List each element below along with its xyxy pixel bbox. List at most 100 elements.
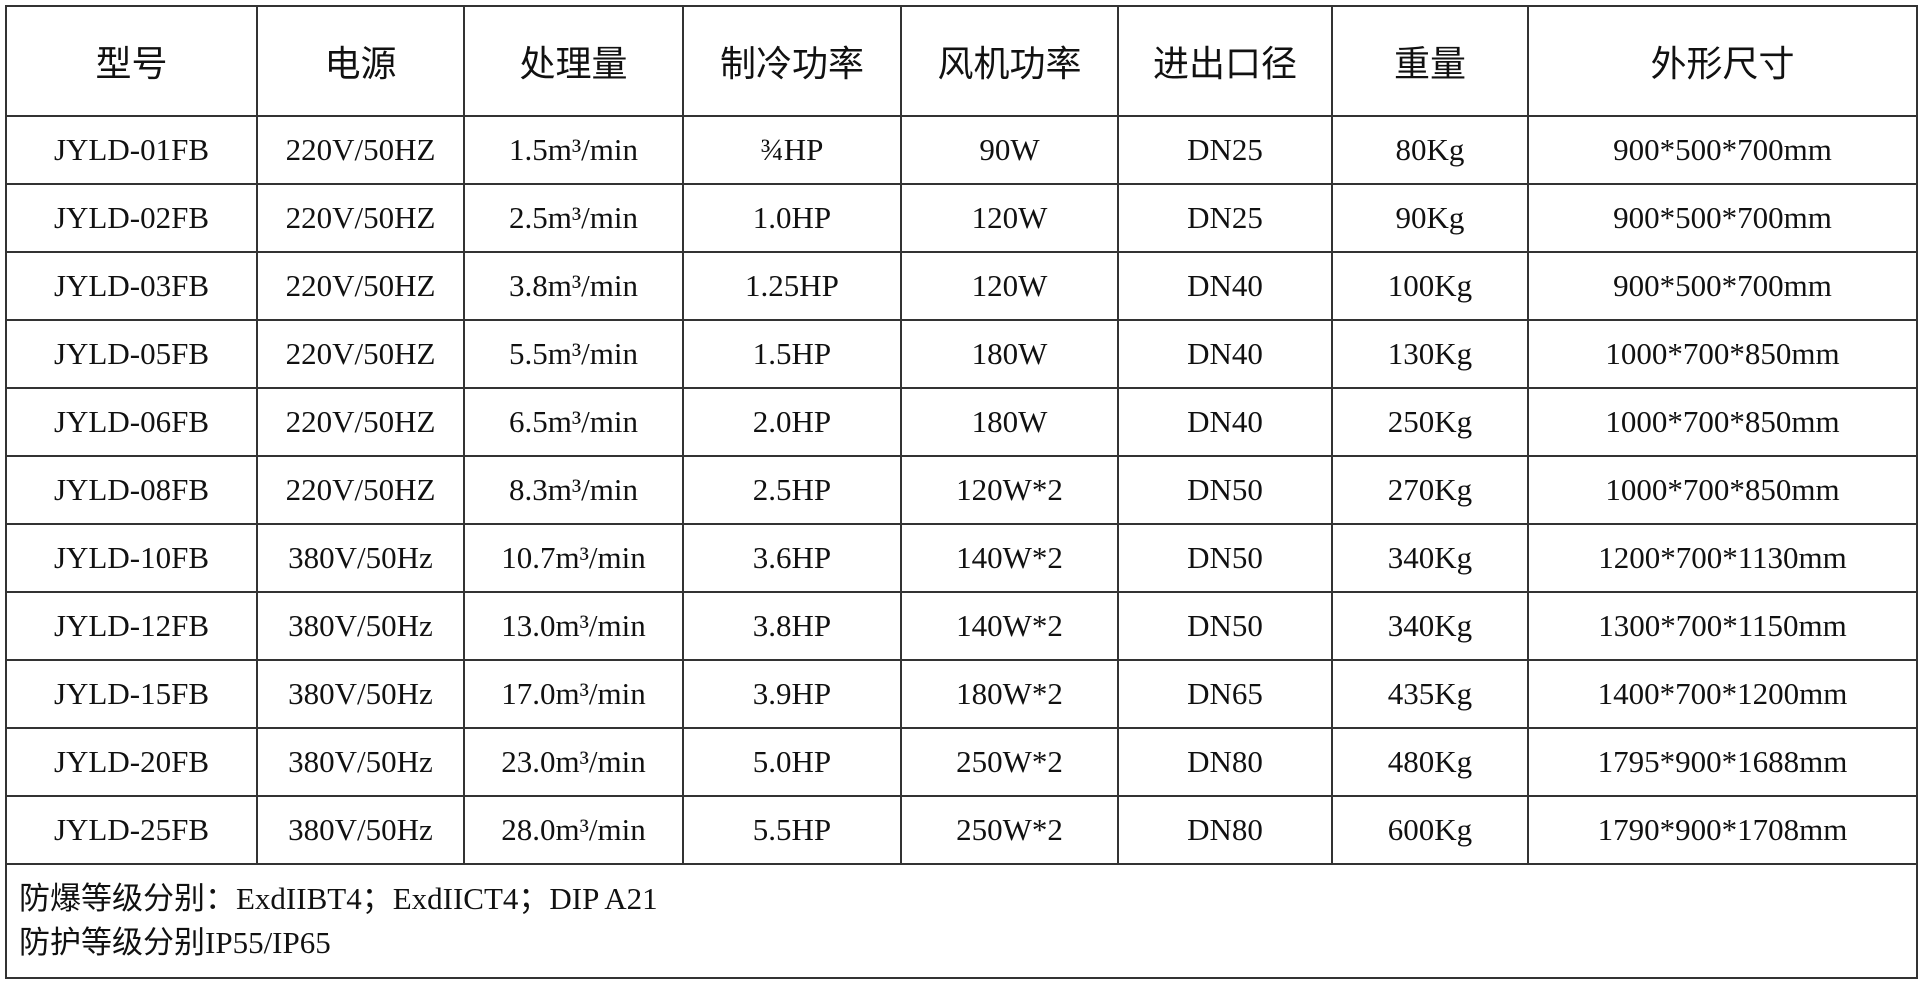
cell-model: JYLD-08FB: [5, 455, 258, 525]
table-row: JYLD-05FB 220V/50HZ 5.5m³/min 1.5HP 180W DN40…: [5, 319, 1918, 389]
cell-fan-power: 180W: [900, 387, 1119, 457]
table-row: JYLD-03FB 220V/50HZ 3.8m³/min 1.25HP 120W DN4…: [5, 251, 1918, 321]
cell-power-supply: 380V/50Hz: [256, 523, 465, 593]
cell-fan-power: 90W: [900, 115, 1119, 185]
cell-dimensions: 1000*700*850mm: [1527, 387, 1918, 457]
note-line: 防爆等级分别：ExdIIBT4；ExdIICT4；DIP A21: [19, 881, 658, 916]
cell-model: JYLD-05FB: [5, 319, 258, 389]
cell-power-supply: 220V/50HZ: [256, 387, 465, 457]
cell-dimensions: 900*500*700mm: [1527, 183, 1918, 253]
cell-weight: 90Kg: [1331, 183, 1529, 253]
cell-weight: 340Kg: [1331, 591, 1529, 661]
cell-port-diameter: DN50: [1117, 523, 1333, 593]
cell-capacity: 23.0m³/min: [463, 727, 684, 797]
header-fan-power: 风机功率: [900, 5, 1119, 117]
cell-dimensions: 1200*700*1130mm: [1527, 523, 1918, 593]
cell-cooling-power: 3.9HP: [682, 659, 902, 729]
notes-row: 防爆等级分别：ExdIIBT4；ExdIICT4；DIP A21 防护等级分别IP…: [5, 863, 1918, 979]
table-row: JYLD-01FB 220V/50HZ 1.5m³/min ¾HP 90W DN25 80K…: [5, 115, 1918, 185]
cell-capacity: 3.8m³/min: [463, 251, 684, 321]
cell-port-diameter: DN50: [1117, 455, 1333, 525]
cell-model: JYLD-15FB: [5, 659, 258, 729]
cell-capacity: 8.3m³/min: [463, 455, 684, 525]
cell-cooling-power: 1.5HP: [682, 319, 902, 389]
cell-weight: 80Kg: [1331, 115, 1529, 185]
table-row: JYLD-15FB 380V/50Hz 17.0m³/min 3.9HP 180W*2 D…: [5, 659, 1918, 729]
cell-power-supply: 380V/50Hz: [256, 659, 465, 729]
cell-port-diameter: DN80: [1117, 795, 1333, 865]
spec-table: 型号 电源 处理量 制冷功率 风机功率 进出口径 重量 外形尺寸 JYLD-01FB 220V/…: [5, 5, 1918, 979]
notes-cell: 防爆等级分别：ExdIIBT4；ExdIICT4；DIP A21 防护等级分别IP…: [5, 863, 1918, 979]
cell-port-diameter: DN40: [1117, 251, 1333, 321]
cell-capacity: 5.5m³/min: [463, 319, 684, 389]
cell-fan-power: 120W: [900, 183, 1119, 253]
header-model: 型号: [5, 5, 258, 117]
cell-model: JYLD-01FB: [5, 115, 258, 185]
cell-fan-power: 250W*2: [900, 727, 1119, 797]
cell-power-supply: 220V/50HZ: [256, 183, 465, 253]
cell-dimensions: 1300*700*1150mm: [1527, 591, 1918, 661]
cell-fan-power: 120W*2: [900, 455, 1119, 525]
cell-cooling-power: 2.5HP: [682, 455, 902, 525]
cell-port-diameter: DN25: [1117, 115, 1333, 185]
cell-fan-power: 180W: [900, 319, 1119, 389]
cell-dimensions: 1000*700*850mm: [1527, 319, 1918, 389]
cell-power-supply: 220V/50HZ: [256, 115, 465, 185]
cell-power-supply: 220V/50HZ: [256, 251, 465, 321]
cell-model: JYLD-25FB: [5, 795, 258, 865]
cell-fan-power: 140W*2: [900, 523, 1119, 593]
cell-cooling-power: 5.0HP: [682, 727, 902, 797]
cell-port-diameter: DN80: [1117, 727, 1333, 797]
cell-port-diameter: DN65: [1117, 659, 1333, 729]
cell-port-diameter: DN50: [1117, 591, 1333, 661]
cell-port-diameter: DN40: [1117, 319, 1333, 389]
cell-capacity: 2.5m³/min: [463, 183, 684, 253]
cell-model: JYLD-02FB: [5, 183, 258, 253]
cell-port-diameter: DN25: [1117, 183, 1333, 253]
cell-capacity: 13.0m³/min: [463, 591, 684, 661]
cell-capacity: 28.0m³/min: [463, 795, 684, 865]
cell-fan-power: 140W*2: [900, 591, 1119, 661]
cell-power-supply: 380V/50Hz: [256, 591, 465, 661]
cell-cooling-power: 1.25HP: [682, 251, 902, 321]
cell-weight: 270Kg: [1331, 455, 1529, 525]
header-dimensions: 外形尺寸: [1527, 5, 1918, 117]
cell-power-supply: 380V/50Hz: [256, 795, 465, 865]
header-port-diameter: 进出口径: [1117, 5, 1333, 117]
cell-model: JYLD-20FB: [5, 727, 258, 797]
table-row: JYLD-25FB 380V/50Hz 28.0m³/min 5.5HP 250W*2 D…: [5, 795, 1918, 865]
cell-dimensions: 1795*900*1688mm: [1527, 727, 1918, 797]
cell-fan-power: 120W: [900, 251, 1119, 321]
cell-dimensions: 1000*700*850mm: [1527, 455, 1918, 525]
table-row: JYLD-08FB 220V/50HZ 8.3m³/min 2.5HP 120W*2 DN…: [5, 455, 1918, 525]
note-line: 防护等级分别IP55/IP65: [19, 925, 331, 960]
cell-capacity: 6.5m³/min: [463, 387, 684, 457]
cell-weight: 435Kg: [1331, 659, 1529, 729]
cell-dimensions: 1790*900*1708mm: [1527, 795, 1918, 865]
table-row: JYLD-10FB 380V/50Hz 10.7m³/min 3.6HP 140W*2 D…: [5, 523, 1918, 593]
cell-capacity: 17.0m³/min: [463, 659, 684, 729]
cell-port-diameter: DN40: [1117, 387, 1333, 457]
header-capacity: 处理量: [463, 5, 684, 117]
cell-model: JYLD-06FB: [5, 387, 258, 457]
table-row: JYLD-12FB 380V/50Hz 13.0m³/min 3.8HP 140W*2 D…: [5, 591, 1918, 661]
cell-model: JYLD-12FB: [5, 591, 258, 661]
table-row: JYLD-20FB 380V/50Hz 23.0m³/min 5.0HP 250W*2 D…: [5, 727, 1918, 797]
cell-weight: 340Kg: [1331, 523, 1529, 593]
cell-cooling-power: 5.5HP: [682, 795, 902, 865]
cell-model: JYLD-10FB: [5, 523, 258, 593]
cell-capacity: 1.5m³/min: [463, 115, 684, 185]
cell-weight: 600Kg: [1331, 795, 1529, 865]
cell-weight: 130Kg: [1331, 319, 1529, 389]
table-row: JYLD-06FB 220V/50HZ 6.5m³/min 2.0HP 180W DN40…: [5, 387, 1918, 457]
cell-fan-power: 180W*2: [900, 659, 1119, 729]
cell-power-supply: 380V/50Hz: [256, 727, 465, 797]
cell-weight: 250Kg: [1331, 387, 1529, 457]
cell-cooling-power: 1.0HP: [682, 183, 902, 253]
cell-dimensions: 900*500*700mm: [1527, 251, 1918, 321]
cell-cooling-power: ¾HP: [682, 115, 902, 185]
cell-capacity: 10.7m³/min: [463, 523, 684, 593]
cell-dimensions: 1400*700*1200mm: [1527, 659, 1918, 729]
cell-cooling-power: 3.6HP: [682, 523, 902, 593]
cell-cooling-power: 3.8HP: [682, 591, 902, 661]
